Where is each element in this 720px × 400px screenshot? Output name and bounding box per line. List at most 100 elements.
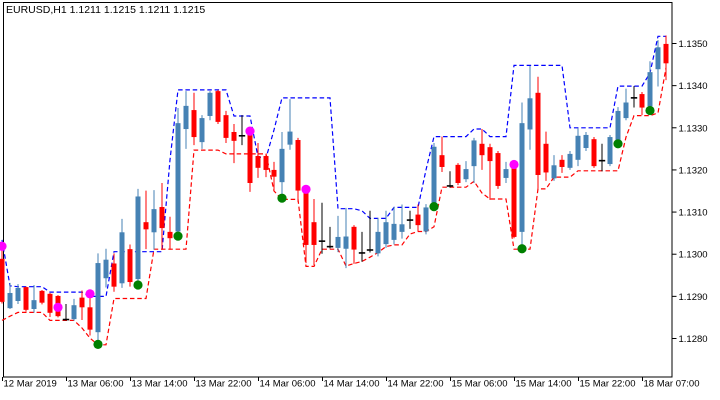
candle-body: [79, 297, 85, 308]
price-label: 1.1350: [679, 39, 708, 50]
candle-body: [127, 249, 133, 283]
candle-body: [463, 169, 469, 180]
signal-dot-green: [173, 231, 183, 241]
candle-body: [431, 146, 437, 204]
candle-body: [175, 123, 181, 232]
candle-body: [647, 72, 653, 107]
candle-body: [135, 196, 141, 280]
candle-body: [623, 102, 629, 119]
candle-body: [639, 94, 645, 108]
candle-body: [23, 287, 29, 310]
signal-dot-magenta: [53, 302, 63, 312]
candle-body: [95, 263, 101, 333]
candle-body: [399, 224, 405, 232]
candle-body: [279, 148, 285, 183]
candle-body: [39, 290, 45, 303]
candle-body: [351, 226, 357, 250]
price-label: 1.1340: [679, 81, 708, 92]
candle-body: [31, 300, 37, 309]
candle-body: [119, 232, 125, 284]
candle-body: [615, 110, 621, 143]
candle-body: [439, 155, 445, 167]
candle-body: [159, 207, 165, 229]
candle-body: [479, 143, 485, 156]
candle-body: [343, 236, 349, 249]
signal-dot-green: [93, 339, 103, 350]
candle-body: [7, 292, 13, 309]
candle-body: [423, 207, 429, 232]
candle-body: [255, 156, 261, 168]
candle-body: [247, 132, 253, 183]
candle-body: [559, 159, 565, 167]
candle-body: [199, 118, 205, 143]
candle-body: [575, 135, 581, 160]
signal-dot-green: [613, 139, 623, 149]
candle-body: [143, 222, 149, 230]
candle-body: [335, 236, 341, 248]
signal-dot-magenta: [245, 126, 255, 136]
price-label: 1.1320: [679, 165, 708, 176]
candle-body: [511, 166, 517, 237]
signal-dot-magenta: [85, 289, 95, 299]
candle-body: [655, 47, 661, 70]
candle-body: [455, 164, 461, 183]
signal-dot-green: [645, 105, 655, 116]
candle-body: [263, 156, 269, 170]
candle-body: [111, 263, 117, 287]
indicator-lower-band: [1, 67, 667, 346]
price-label: 1.1330: [679, 123, 708, 134]
price-label: 1.1290: [679, 292, 708, 303]
time-label: 18 Mar 07:00: [644, 379, 700, 390]
candle-body: [47, 293, 53, 313]
candle-body: [567, 153, 573, 168]
candle-body: [311, 222, 317, 245]
signal-dot-green: [133, 280, 143, 290]
price-label: 1.1300: [679, 250, 708, 261]
candle-body: [167, 231, 173, 239]
candle-body: [375, 231, 381, 254]
candle-body: [527, 98, 533, 130]
candle-body: [303, 191, 309, 245]
price-label: 1.1280: [679, 334, 708, 345]
signal-dot-magenta: [0, 241, 7, 251]
candle-body: [207, 92, 213, 116]
signal-dot-magenta: [301, 184, 311, 194]
candle-body: [383, 222, 389, 245]
candle-body: [487, 147, 493, 162]
candle-body: [0, 258, 5, 302]
candle-body: [519, 123, 525, 232]
candle-body: [191, 110, 197, 138]
price-label: 1.1310: [679, 208, 708, 219]
candle-body: [223, 115, 229, 138]
time-label: 14 Mar 14:00: [324, 379, 380, 390]
indicator-upper-band: [1, 35, 666, 297]
time-label: 15 Mar 06:00: [452, 379, 508, 390]
candle-body: [535, 92, 541, 175]
candle-body: [391, 223, 397, 240]
candle-body: [231, 131, 237, 141]
chart-header-ohlc: EURUSD,H1 1.1211 1.1215 1.1211 1.1215: [6, 4, 205, 16]
candle-body: [103, 259, 109, 279]
candle-body: [183, 105, 189, 130]
candle-body: [591, 139, 597, 167]
candle-body: [663, 43, 669, 64]
candle-body: [287, 131, 293, 145]
signal-dot-green: [517, 244, 527, 254]
candle-body: [503, 169, 509, 178]
time-label: 13 Mar 06:00: [68, 379, 124, 390]
plot-border: [3, 2, 673, 378]
candle-body: [71, 305, 77, 320]
candle-body: [215, 91, 221, 122]
candle-body: [471, 140, 477, 167]
signal-dot-magenta: [509, 159, 519, 170]
signal-dot-green: [277, 193, 287, 203]
candle-body: [151, 209, 157, 233]
candle-body: [495, 153, 501, 186]
candle-body: [15, 287, 21, 301]
time-label: 13 Mar 22:00: [196, 379, 252, 390]
candle-body: [295, 140, 301, 191]
candle-body: [87, 307, 93, 330]
signal-dot-green: [429, 201, 439, 212]
